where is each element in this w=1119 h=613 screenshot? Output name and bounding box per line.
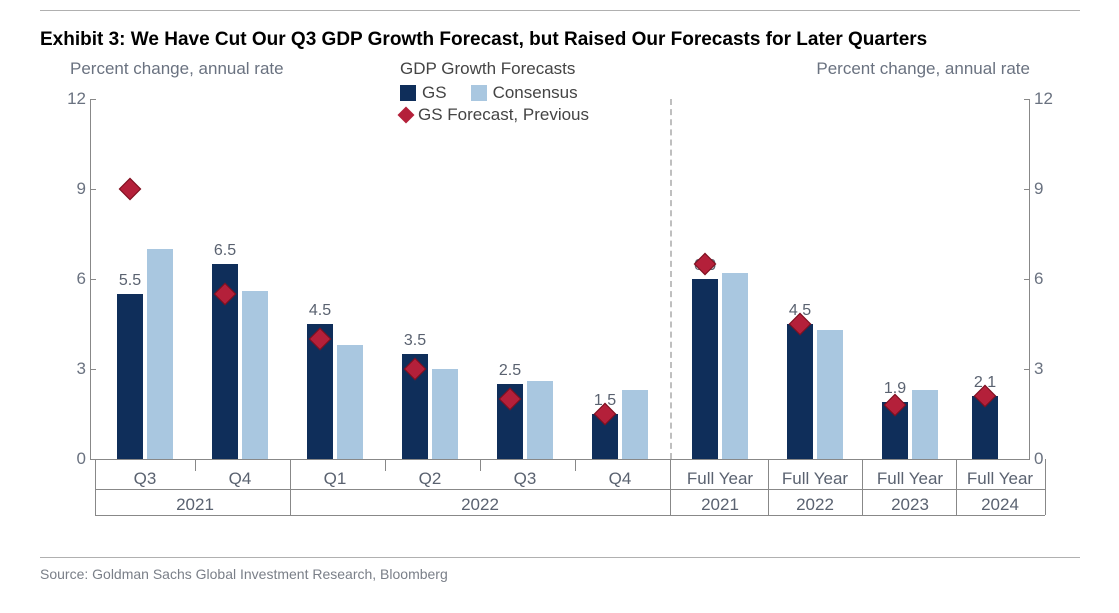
group-baseline — [95, 515, 1045, 516]
category-label: Full Year — [687, 469, 753, 489]
category-divider — [480, 459, 481, 471]
y-tick-label-left: 3 — [62, 359, 86, 379]
category-divider — [575, 459, 576, 471]
y-tick-mark-left — [90, 99, 96, 100]
category-label: Q3 — [514, 469, 537, 489]
y-tick-label-left: 9 — [62, 179, 86, 199]
group-divider — [768, 459, 769, 515]
bar-consensus — [337, 345, 363, 459]
group-divider — [862, 459, 863, 515]
legend-title: GDP Growth Forecasts — [400, 59, 589, 79]
bar-value-label: 5.5 — [119, 272, 141, 290]
y-tick-label-right: 3 — [1034, 359, 1058, 379]
y-axis-label-left: Percent change, annual rate — [70, 59, 284, 79]
bar-gs — [692, 279, 718, 459]
y-tick-label-right: 0 — [1034, 449, 1058, 469]
y-tick-mark-right — [1024, 369, 1030, 370]
rule-top — [40, 10, 1080, 11]
y-tick-mark-right — [1024, 279, 1030, 280]
bar-consensus — [817, 330, 843, 459]
bar-consensus — [147, 249, 173, 459]
y-tick-mark-right — [1024, 189, 1030, 190]
group-label: 2021 — [176, 495, 214, 515]
group-label: 2021 — [701, 495, 739, 515]
y-tick-label-right: 9 — [1034, 179, 1058, 199]
category-label: Q3 — [134, 469, 157, 489]
bar-consensus — [722, 273, 748, 459]
chart-plot: 0033669912125.5Q36.5Q44.5Q13.5Q22.5Q31.5… — [90, 99, 1030, 459]
group-label: 2022 — [796, 495, 834, 515]
category-label: Q4 — [609, 469, 632, 489]
bar-value-label: 6.5 — [214, 242, 236, 260]
category-label: Full Year — [877, 469, 943, 489]
group-divider — [95, 459, 96, 515]
group-label: 2022 — [461, 495, 499, 515]
panel-divider — [670, 99, 672, 459]
bar-consensus — [912, 390, 938, 459]
category-label: Full Year — [782, 469, 848, 489]
bar-value-label: 2.5 — [499, 362, 521, 380]
y-tick-label-right: 12 — [1034, 89, 1058, 109]
y-tick-label-left: 6 — [62, 269, 86, 289]
group-divider — [956, 459, 957, 515]
group-divider — [290, 459, 291, 515]
group-divider — [670, 459, 671, 515]
group-label: 2024 — [981, 495, 1019, 515]
bar-consensus — [527, 381, 553, 459]
category-label: Q4 — [229, 469, 252, 489]
bar-gs — [787, 324, 813, 459]
y-tick-label-left: 12 — [62, 89, 86, 109]
y-tick-label-left: 0 — [62, 449, 86, 469]
category-divider — [195, 459, 196, 471]
bar-gs — [117, 294, 143, 459]
exhibit-frame: Exhibit 3: We Have Cut Our Q3 GDP Growth… — [40, 10, 1080, 582]
source-line: Source: Goldman Sachs Global Investment … — [40, 566, 1080, 582]
y-tick-label-right: 6 — [1034, 269, 1058, 289]
y-tick-mark-left — [90, 369, 96, 370]
category-divider — [385, 459, 386, 471]
category-baseline — [95, 489, 1045, 490]
bar-consensus — [432, 369, 458, 459]
bar-consensus — [622, 390, 648, 459]
marker-gs-previous — [119, 178, 142, 201]
chart-wrap: Percent change, annual rate Percent chan… — [50, 59, 1050, 539]
bar-value-label: 3.5 — [404, 332, 426, 350]
bar-consensus — [242, 291, 268, 459]
category-label: Q2 — [419, 469, 442, 489]
group-divider — [1045, 459, 1046, 515]
exhibit-title: Exhibit 3: We Have Cut Our Q3 GDP Growth… — [40, 29, 1080, 51]
bar-value-label: 4.5 — [309, 302, 331, 320]
category-label: Full Year — [967, 469, 1033, 489]
y-tick-mark-left — [90, 279, 96, 280]
rule-bottom — [40, 557, 1080, 558]
y-tick-mark-left — [90, 189, 96, 190]
category-label: Q1 — [324, 469, 347, 489]
group-label: 2023 — [891, 495, 929, 515]
y-axis-label-right: Percent change, annual rate — [816, 59, 1030, 79]
x-axis-baseline — [90, 459, 1030, 460]
y-tick-mark-right — [1024, 99, 1030, 100]
